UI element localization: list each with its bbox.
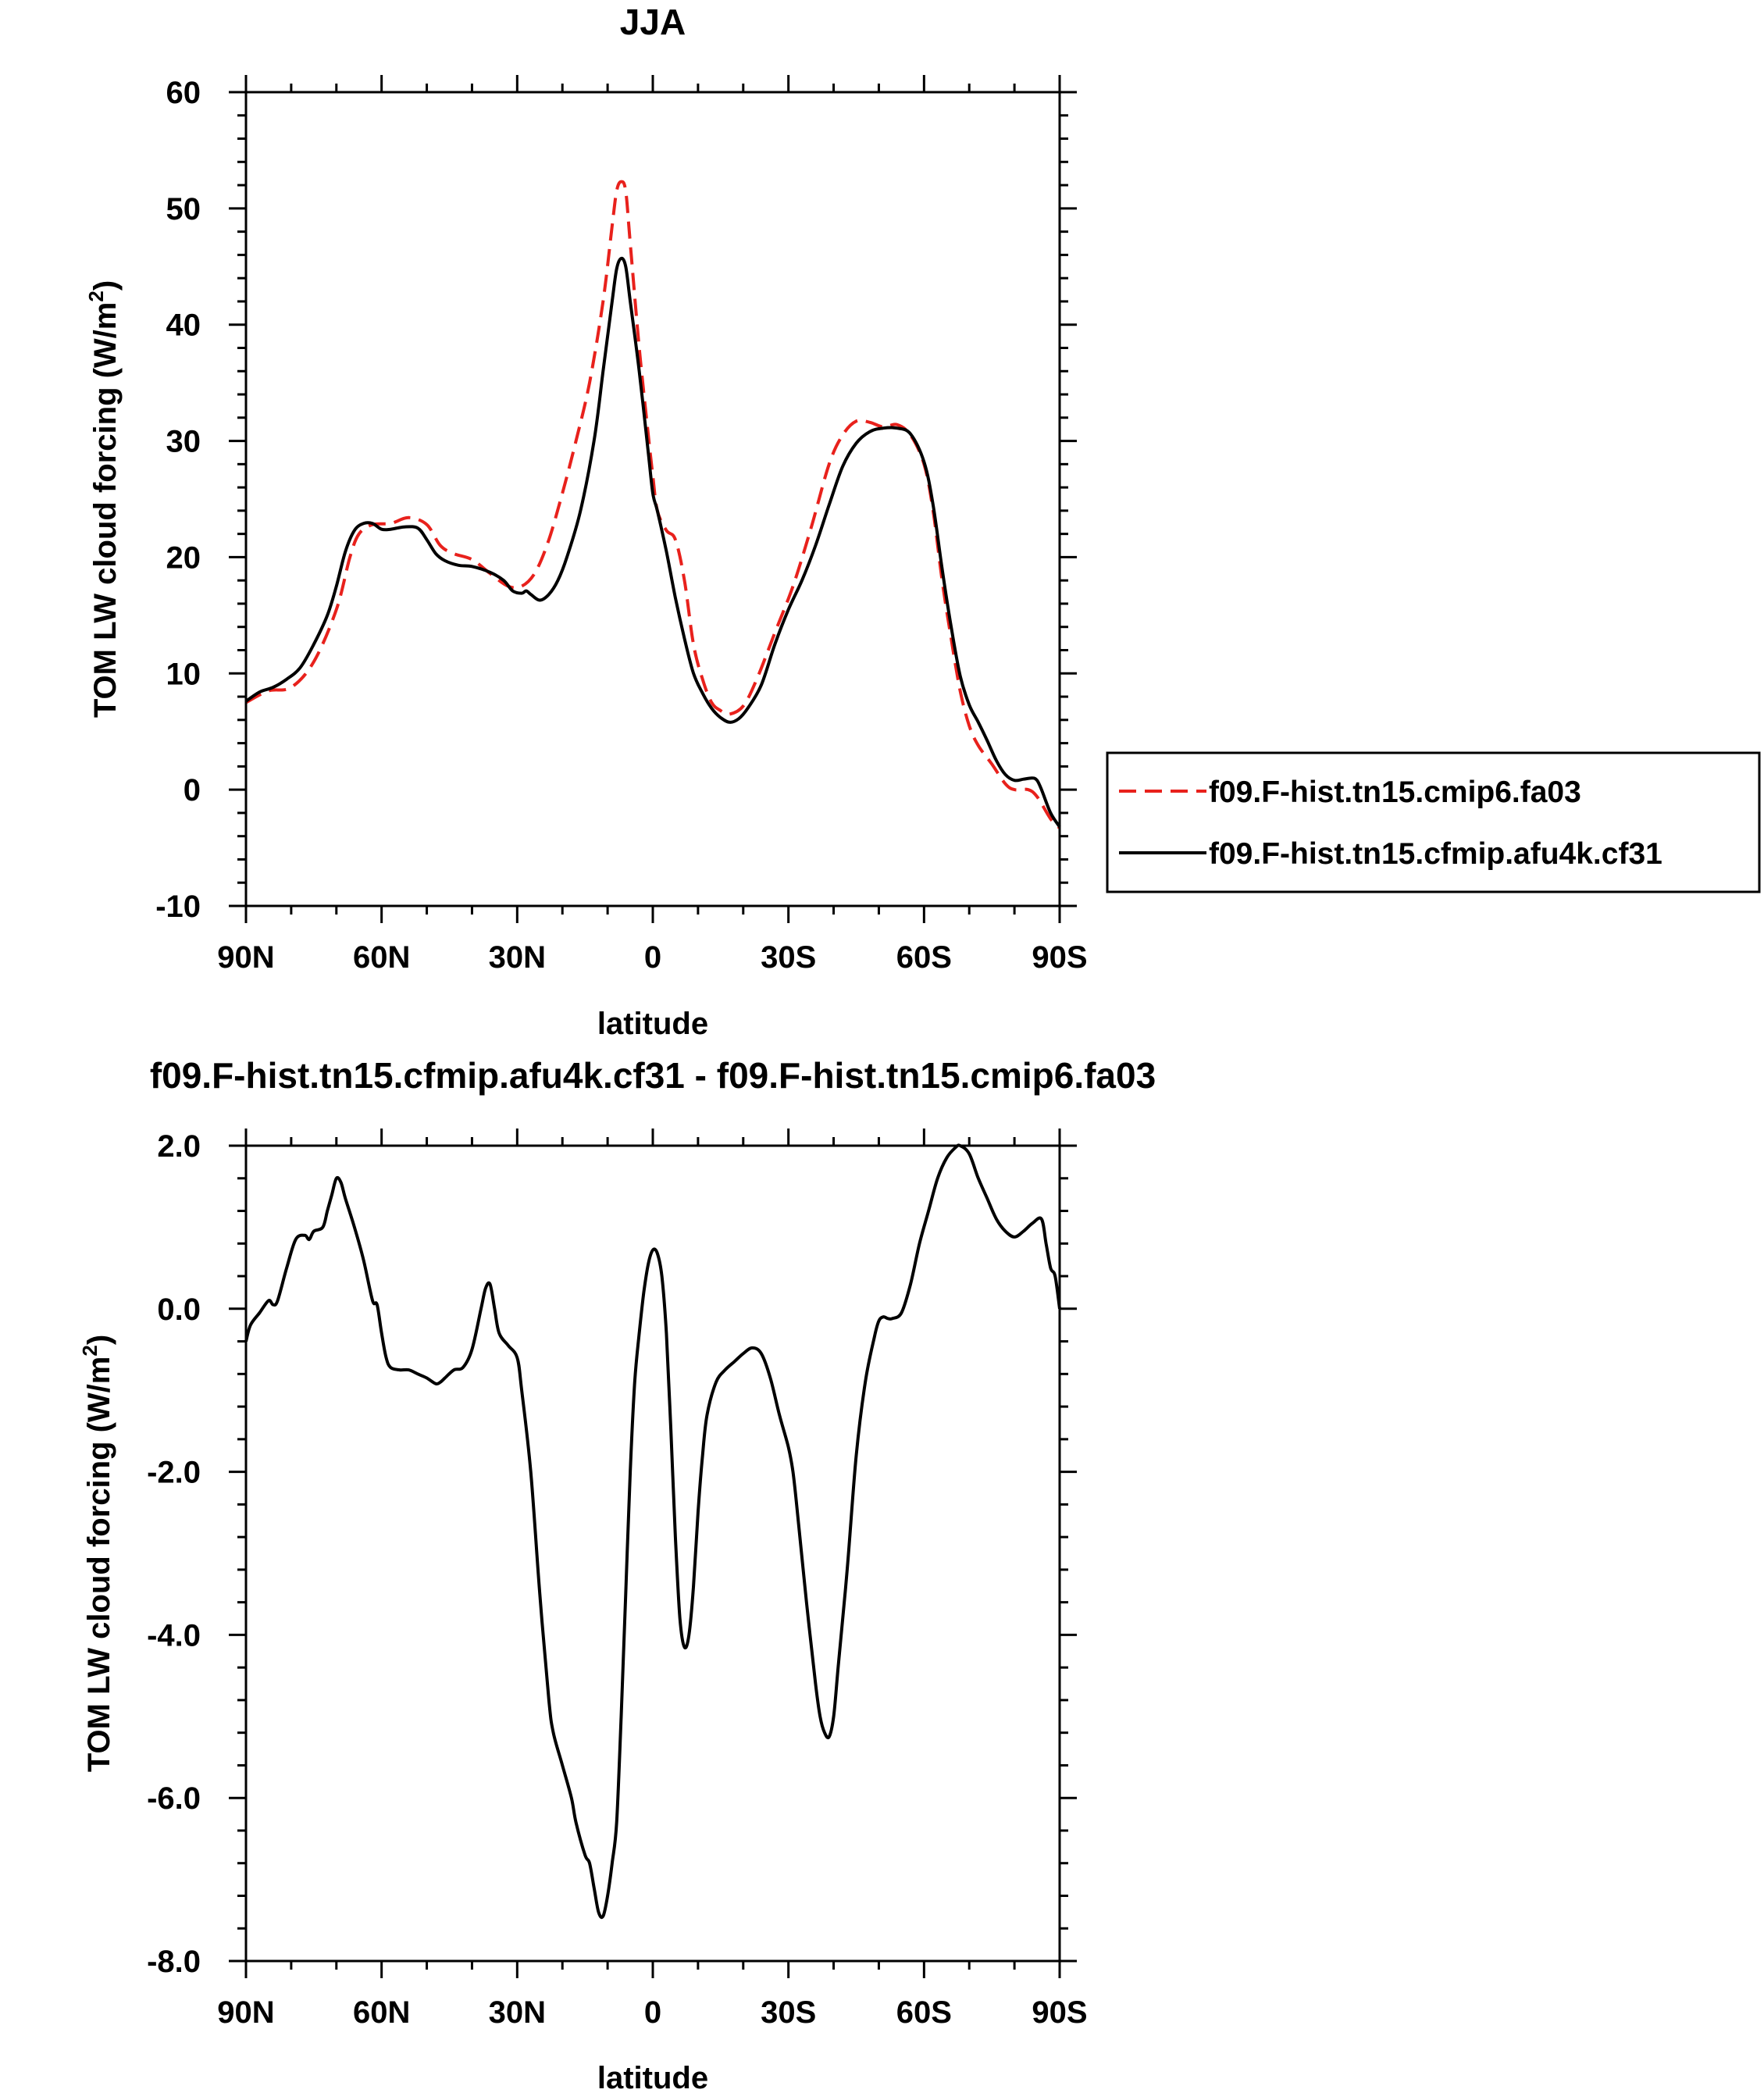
bottom-chart-y-axis-label-close: ) [82, 1335, 116, 1345]
x-tick-label: 60S [896, 940, 952, 975]
top-chart-title: JJA [620, 2, 686, 42]
bottom-chart-x-axis-label: latitude [597, 2061, 708, 2093]
x-tick-label: 30N [489, 1995, 546, 2030]
x-tick-label: 90N [217, 1995, 274, 2030]
bottom-chart-x-ticks: 90N 60N 30N 0 30S 60S 90S [217, 1129, 1088, 2030]
top-chart-y-axis-label-close: ) [88, 280, 123, 291]
legend-box [1106, 751, 1761, 893]
x-tick-label: 30S [761, 940, 816, 975]
y-tick-label: 0 [184, 773, 201, 808]
legend-item-cfmip: f09.F-hist.tn15.cfmip.afu4k.cf31 [1119, 837, 1662, 871]
bottom-chart-series [244, 1143, 1061, 1920]
x-tick-label: 0 [644, 940, 661, 975]
x-tick-label: 60N [353, 1995, 410, 2030]
y-tick-label: -4.0 [147, 1618, 201, 1653]
top-chart-x-axis-label: latitude [597, 1007, 708, 1041]
y-tick-label: 50 [166, 192, 201, 226]
y-tick-label: -2.0 [147, 1456, 201, 1490]
bottom-chart-series-line-0 [244, 1143, 1061, 1920]
x-tick-label: 90S [1032, 940, 1087, 975]
legend-label-cfmip: f09.F-hist.tn15.cfmip.afu4k.cf31 [1209, 837, 1662, 871]
bottom-chart-y-axis-label-main: TOM LW cloud forcing (W/m [82, 1357, 116, 1773]
bottom-chart-y-ticks: 2.0 0.0 -2.0 -4.0 -6.0 -8.0 [147, 1129, 1077, 1979]
y-tick-label: 60 [166, 76, 201, 110]
top-chart-y-ticks: 60 50 40 30 20 10 0 -10 [155, 76, 1077, 924]
bottom-chart-plot-frame [244, 1144, 1061, 1963]
top-chart-series-line-1 [244, 256, 1061, 828]
x-tick-label: 30N [489, 940, 546, 975]
y-tick-label: 40 [166, 308, 201, 343]
bottom-chart-y-axis-label-superscript: 2 [78, 1345, 102, 1356]
top-chart-series-line-0 [245, 180, 1061, 829]
top-chart-y-axis-label-main: TOM LW cloud forcing (W/m [88, 302, 123, 718]
y-tick-label: -8.0 [147, 1945, 201, 1979]
y-tick-label: 10 [166, 657, 201, 691]
y-tick-label: 30 [166, 425, 201, 459]
y-tick-label: -6.0 [147, 1781, 201, 1816]
y-tick-label: 2.0 [157, 1129, 201, 1164]
x-tick-label: 0 [644, 1995, 661, 2030]
x-tick-label: 60N [353, 940, 410, 975]
x-tick-label: 90S [1032, 1995, 1087, 2030]
bottom-chart-y-axis-label: TOM LW cloud forcing (W/m2) [78, 1335, 116, 1772]
top-chart-series [244, 180, 1061, 829]
top-chart: JJA 90N 60N 30N 0 30S 60S 90S 60 50 40 30 20 10 0 -10… [84, 2, 1761, 1041]
bottom-chart: f09.F-hist.tn15.cfmip.afu4k.cf31 - f09.F… [78, 1055, 1156, 2093]
y-tick-label: 20 [166, 540, 201, 575]
top-chart-x-ticks: 90N 60N 30N 0 30S 60S 90S [217, 75, 1088, 975]
bottom-chart-title: f09.F-hist.tn15.cfmip.afu4k.cf31 - f09.F… [150, 1055, 1156, 1096]
x-tick-label: 30S [761, 1995, 816, 2030]
x-tick-label: 90N [217, 940, 274, 975]
x-tick-label: 60S [896, 1995, 952, 2030]
top-chart-y-axis-label: TOM LW cloud forcing (W/m2) [84, 280, 123, 718]
y-tick-label: 0.0 [157, 1293, 201, 1327]
y-tick-label: -10 [155, 890, 201, 924]
legend: f09.F-hist.tn15.cmip6.fa03 f09.F-hist.tn… [1106, 751, 1761, 893]
top-chart-plot-frame [244, 91, 1061, 907]
top-chart-y-axis-label-superscript: 2 [84, 291, 108, 301]
legend-item-cmip6: f09.F-hist.tn15.cmip6.fa03 [1119, 776, 1581, 809]
legend-label-cmip6: f09.F-hist.tn15.cmip6.fa03 [1209, 776, 1581, 809]
